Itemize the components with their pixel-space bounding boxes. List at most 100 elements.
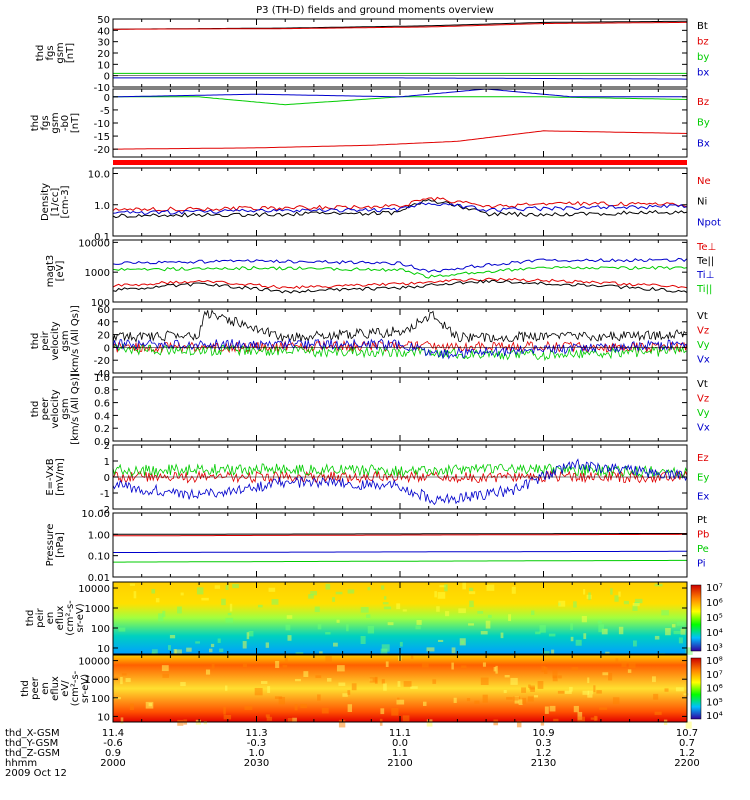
spectrogram-texture [570, 636, 574, 642]
x-axis-value: -0.3 [247, 738, 267, 749]
spectrogram-texture [549, 705, 556, 712]
legend-Vy: Vy [697, 408, 710, 419]
spectrogram-texture [267, 686, 271, 693]
spectrogram-texture [347, 704, 353, 713]
spectrogram-texture [391, 708, 399, 716]
spectrogram-texture [437, 592, 446, 599]
panel-5: 60 40 200 -20 -40 thd peir velocity gsm [km/s (Al… [30, 305, 710, 380]
spectrogram-texture [300, 703, 308, 709]
spectrogram-texture [402, 715, 410, 722]
spectrogram-texture [588, 592, 591, 601]
series-Ex [112, 458, 688, 506]
colorbar-tick-label: 10⁸ [706, 656, 723, 667]
y-tick-label: 40 [97, 26, 110, 37]
spectrogram-texture [155, 598, 160, 603]
panel-6: 1.0 0.8 0.60.4 0.2 0.0 thd peer velocity gsm [km/… [30, 373, 710, 448]
spectrogram-texture [434, 591, 437, 598]
legend-bz: bz [697, 37, 709, 48]
legend-Ti⊥: Ti⊥ [696, 270, 714, 281]
legend-Pi: Pi [697, 559, 706, 570]
y-tick-label: 100 [91, 694, 110, 705]
y-axis-label-line: eV/ [60, 680, 71, 697]
colorbar-tick-label: 10⁷ [706, 670, 723, 681]
spectrogram-texture [294, 704, 298, 711]
y-axis-label-line: eflux [50, 676, 61, 701]
spectrogram-texture [310, 591, 317, 596]
spectrogram-texture [383, 683, 387, 691]
y-tick-label: 1 [104, 457, 110, 468]
series-Vt [112, 309, 688, 343]
spectrogram-texture [326, 677, 332, 682]
spectrogram-texture [229, 603, 233, 612]
spectrogram-texture [461, 640, 465, 644]
colorbar: 10⁸ 10⁷ 10⁶ 10⁵ 10⁴ [690, 656, 723, 722]
spectrogram-texture [265, 714, 270, 718]
legend-Vz: Vz [697, 394, 709, 405]
spectrogram-texture [162, 610, 166, 618]
y-axis-label-line: fgs [40, 115, 51, 130]
legend-Ne: Ne [697, 176, 711, 187]
spectrogram-texture [285, 624, 291, 631]
spectrogram-texture [177, 606, 182, 614]
legend-Ex: Ex [697, 492, 709, 503]
y-axis-label: thd fgs gsm [nT] [35, 42, 76, 63]
legend-By: By [697, 118, 710, 129]
y-axis-label-line: [nT] [70, 113, 81, 133]
spectrogram-texture [265, 642, 270, 648]
figure-title: P3 (TH-D) fields and ground moments over… [256, 5, 494, 16]
spectrogram-texture [461, 665, 467, 669]
spectrogram-texture [151, 649, 158, 655]
y-tick-label: 1000 [85, 675, 110, 686]
spectrogram-texture [597, 620, 602, 624]
spectrogram-texture [587, 690, 594, 695]
spectrogram-texture [397, 681, 401, 687]
spectrogram-texture [618, 626, 624, 635]
spectrogram-texture [208, 648, 213, 653]
spectrogram-texture [608, 672, 613, 681]
y-axis-label-line: [1/cc] [50, 188, 61, 217]
y-tick-label: 0.01 [88, 573, 110, 584]
y-tick-label: 0.4 [94, 411, 110, 422]
x-axis-value: 0.7 [679, 738, 695, 749]
spectrogram-texture [246, 632, 250, 640]
spectrogram-texture [338, 719, 346, 728]
y-tick-label: 50 [97, 15, 110, 26]
y-tick-label: 20 [97, 49, 110, 60]
spectrogram-texture [223, 707, 226, 715]
y-axis-label-line: peir [40, 330, 51, 350]
legend-Pe: Pe [697, 544, 709, 555]
y-tick-label: -40 [94, 369, 110, 380]
spectrogram-texture [482, 662, 486, 667]
series-Ti|| [112, 265, 688, 279]
y-tick-label: 10.00 [81, 509, 110, 520]
legend-Vt: Vt [697, 311, 708, 322]
x-axis-value: 1.1 [392, 748, 408, 759]
spectrogram-texture [528, 684, 531, 688]
legend-Vx: Vx [697, 423, 710, 434]
y-tick-label: 0.0 [94, 437, 110, 448]
x-axis-row-label: thd_Z-GSM [5, 748, 60, 759]
y-tick-label: 0.6 [94, 399, 110, 410]
legend-Te||: Te|| [696, 256, 714, 267]
spectrogram-texture [317, 624, 322, 630]
spectrogram-texture [573, 601, 577, 608]
spectrogram-texture [287, 717, 294, 723]
y-axis-label-line: [km/s (All Qs)] [70, 305, 81, 377]
y-axis-label-line: Density [40, 183, 51, 221]
legend-Bt: Bt [697, 21, 708, 32]
spectrogram-texture [275, 660, 280, 669]
spectrogram-texture [308, 594, 314, 599]
y-axis-label-line: [mV/m] [55, 458, 66, 496]
spectrogram-texture [468, 591, 476, 595]
spectrogram-texture [541, 666, 546, 673]
mode-bar [113, 160, 687, 165]
spectrogram-texture [225, 617, 234, 623]
y-axis-label-line: gsm [55, 42, 66, 63]
spectrogram-texture [167, 645, 171, 650]
spectrogram-texture [232, 583, 239, 589]
y-axis-label-line: en [40, 682, 51, 695]
spectrogram-texture [177, 719, 184, 726]
spectrogram-texture [383, 606, 392, 610]
x-axis-value: 0.9 [105, 748, 121, 759]
spectrogram-texture [535, 631, 541, 635]
